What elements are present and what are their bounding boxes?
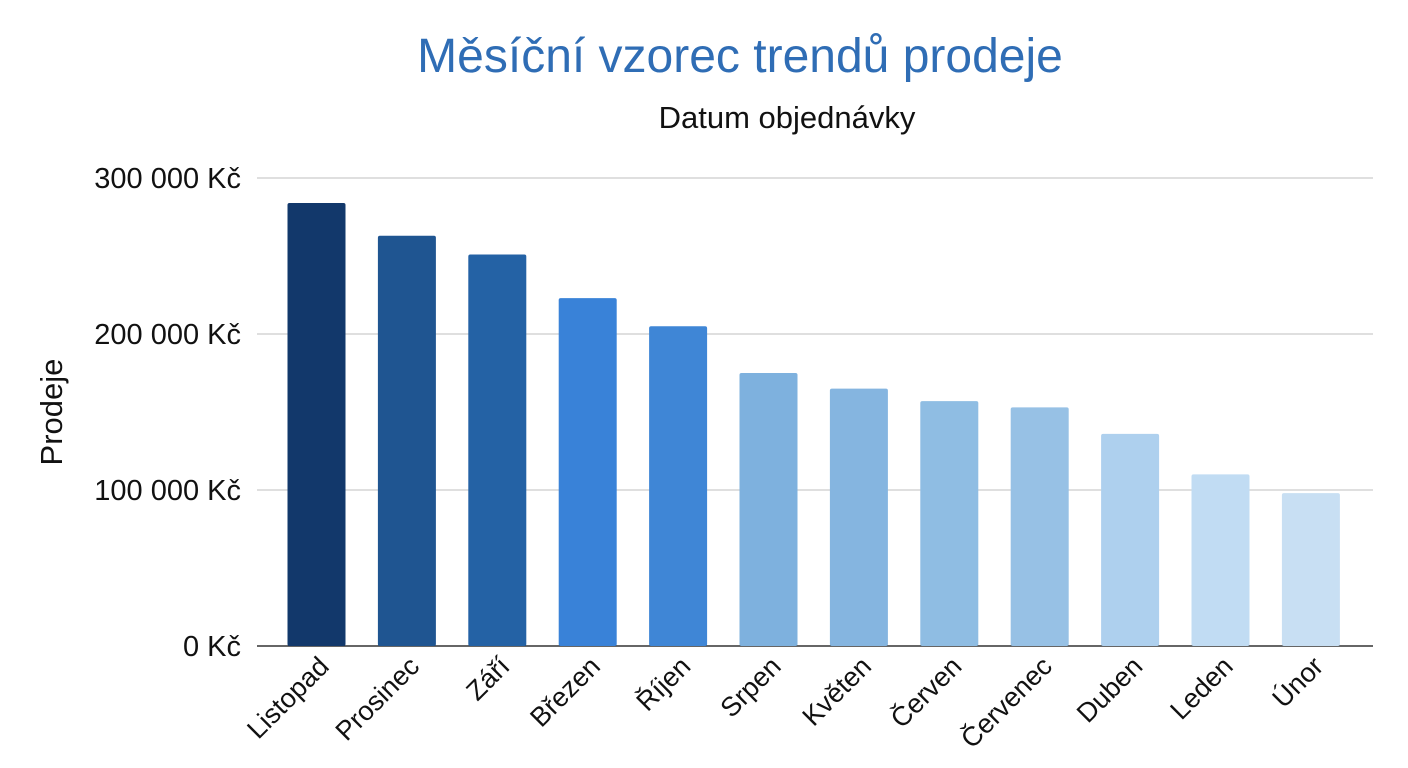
x-tick-label: Duben <box>1071 651 1148 728</box>
y-tick-label: 300 000 Kč <box>94 163 241 195</box>
x-tick-label: Listopad <box>241 651 334 744</box>
y-tick-label: 100 000 Kč <box>94 475 241 507</box>
bars <box>287 202 1340 646</box>
bar <box>558 298 617 646</box>
y-axis-label: Prodeje <box>34 359 69 466</box>
x-tick-label: Září <box>460 651 516 707</box>
x-tick-label: Říjen <box>630 650 696 716</box>
bar <box>1010 407 1069 646</box>
x-tick-label: Květen <box>796 651 877 732</box>
y-axis-ticks: 0 Kč 100 000 Kč 200 000 Kč 300 000 Kč <box>94 163 241 663</box>
bar <box>739 373 798 646</box>
bar <box>377 235 436 646</box>
bar <box>649 326 708 646</box>
chart-title: Měsíční vzorec trendů prodeje <box>417 30 1063 83</box>
bar <box>468 254 527 646</box>
x-tick-label: Prosinec <box>330 651 425 746</box>
bar <box>829 388 888 646</box>
y-tick-label: 200 000 Kč <box>94 319 241 351</box>
bar <box>920 401 979 646</box>
bar <box>1281 493 1340 646</box>
y-tick-label: 0 Kč <box>183 631 241 663</box>
x-tick-label: Srpen <box>715 651 787 723</box>
bar <box>1101 433 1160 646</box>
bar <box>287 202 346 646</box>
x-tick-label: Leden <box>1164 651 1238 725</box>
gridlines <box>257 177 1373 647</box>
x-tick-label: Červenec <box>954 650 1058 754</box>
x-tick-label: Únor <box>1266 650 1329 713</box>
x-tick-label: Červen <box>884 650 967 733</box>
x-tick-label: Březen <box>524 651 606 733</box>
bar <box>1191 474 1250 646</box>
chart-subtitle: Datum objednávky <box>659 100 916 135</box>
